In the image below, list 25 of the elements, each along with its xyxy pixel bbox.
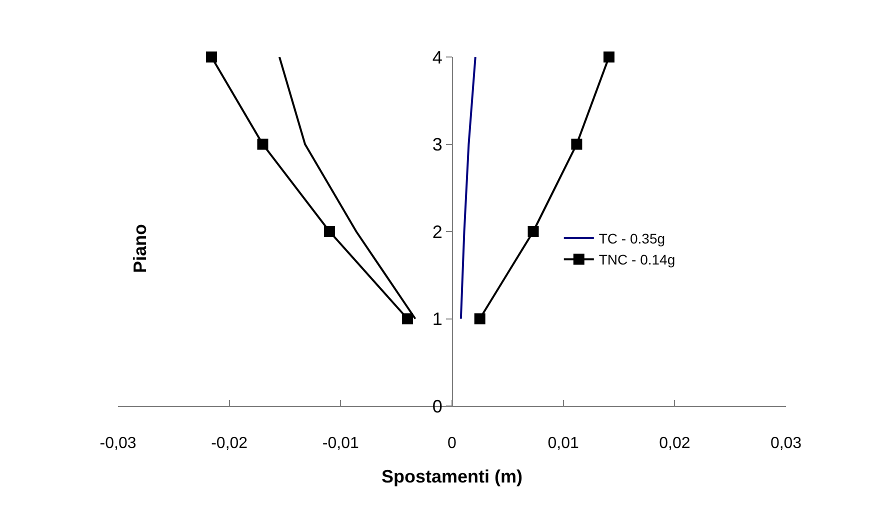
y-tick-label: 2 [432,222,442,242]
x-tick-label: -0,02 [211,435,248,452]
x-tick-label: -0,03 [100,435,136,452]
point [402,313,413,324]
point [474,313,486,324]
y-tick-label: 0 [432,396,442,416]
point [206,52,218,62]
x-tick-label: 0 [448,435,457,452]
y-tick-label: 3 [432,134,442,155]
legend-label: TC - 0.35g [598,230,666,247]
y-tick-label: 1 [432,309,442,330]
line-series [460,57,476,320]
legend-label: TNC - 0.14g [598,252,676,268]
point [257,138,268,150]
y-axis-title: Piano [130,224,150,273]
x-tick-label: 0,02 [659,435,690,452]
x-tick-label: 0,01 [548,435,579,452]
x-tick-label: -0,01 [322,435,360,452]
x-axis-title: Spostamenti (m) [381,466,523,486]
point [603,52,614,62]
y-tick-label: 4 [432,47,442,68]
point [571,138,582,150]
point [528,226,539,237]
point [324,226,336,237]
x-tick-label: 0,03 [770,435,802,452]
